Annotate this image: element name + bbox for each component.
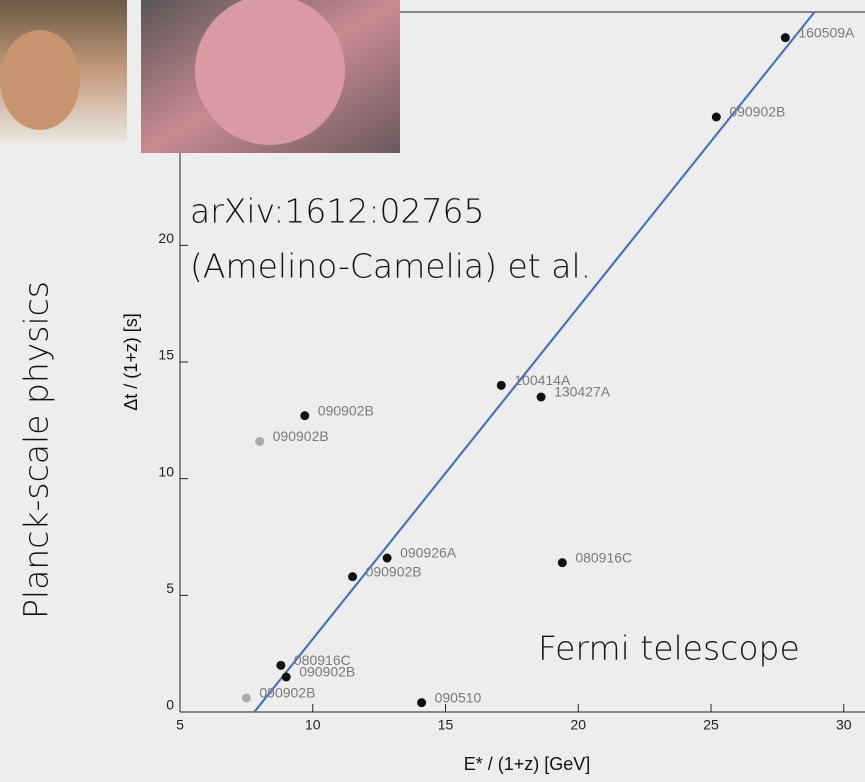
data-point: [242, 694, 251, 703]
point-label: 080916C: [575, 549, 632, 565]
data-point: [781, 33, 790, 42]
point-label: 090926A: [400, 545, 457, 561]
data-point: [537, 393, 546, 402]
side-title: Planck-scale physics: [17, 281, 56, 619]
y-tick-label: 20: [158, 230, 174, 246]
photo-face: [0, 30, 80, 130]
data-point: [497, 381, 506, 390]
y-tick-label: 15: [158, 347, 174, 363]
photo-face: [195, 0, 345, 145]
y-tick-label: 0: [166, 697, 174, 713]
data-point: [558, 558, 567, 567]
annotation: arXiv:1612:02765: [190, 192, 485, 231]
annotation: (Amelino-Camelia) et al.: [190, 247, 591, 286]
y-tick-label: 10: [158, 463, 174, 479]
data-point: [383, 554, 392, 563]
point-label: 090510: [435, 689, 482, 705]
data-point: [348, 572, 357, 581]
point-label: 090902B: [259, 685, 315, 701]
x-tick-label: 5: [176, 717, 184, 733]
x-tick-label: 15: [438, 717, 454, 733]
point-label: 090902B: [729, 104, 785, 120]
x-axis-label: E* / (1+z) [GeV]: [464, 754, 591, 774]
x-tick-label: 10: [305, 717, 321, 733]
annotation: Fermi telescope: [538, 629, 800, 668]
data-point: [300, 411, 309, 420]
point-label: 090902B: [299, 664, 355, 680]
data-point: [282, 673, 291, 682]
point-label: 130427A: [554, 384, 611, 400]
point-label: 090902B: [366, 563, 422, 579]
data-point: [276, 661, 285, 670]
chart: 5101520253005101520160509A090902B100414A…: [0, 0, 865, 777]
data-point: [712, 113, 721, 122]
point-label: 090902B: [273, 428, 329, 444]
data-point: [417, 698, 426, 707]
data-point: [255, 437, 264, 446]
y-axis-label: Δt / (1+z) [s]: [121, 313, 141, 411]
y-tick-label: 5: [166, 580, 174, 596]
point-label: 090902B: [318, 402, 374, 418]
point-label: 160509A: [798, 24, 855, 40]
x-tick-label: 30: [836, 717, 852, 733]
page: {"chart_data": { "type": "scatter", "sid…: [0, 0, 865, 777]
x-tick-label: 20: [570, 717, 586, 733]
x-tick-label: 25: [703, 717, 719, 733]
